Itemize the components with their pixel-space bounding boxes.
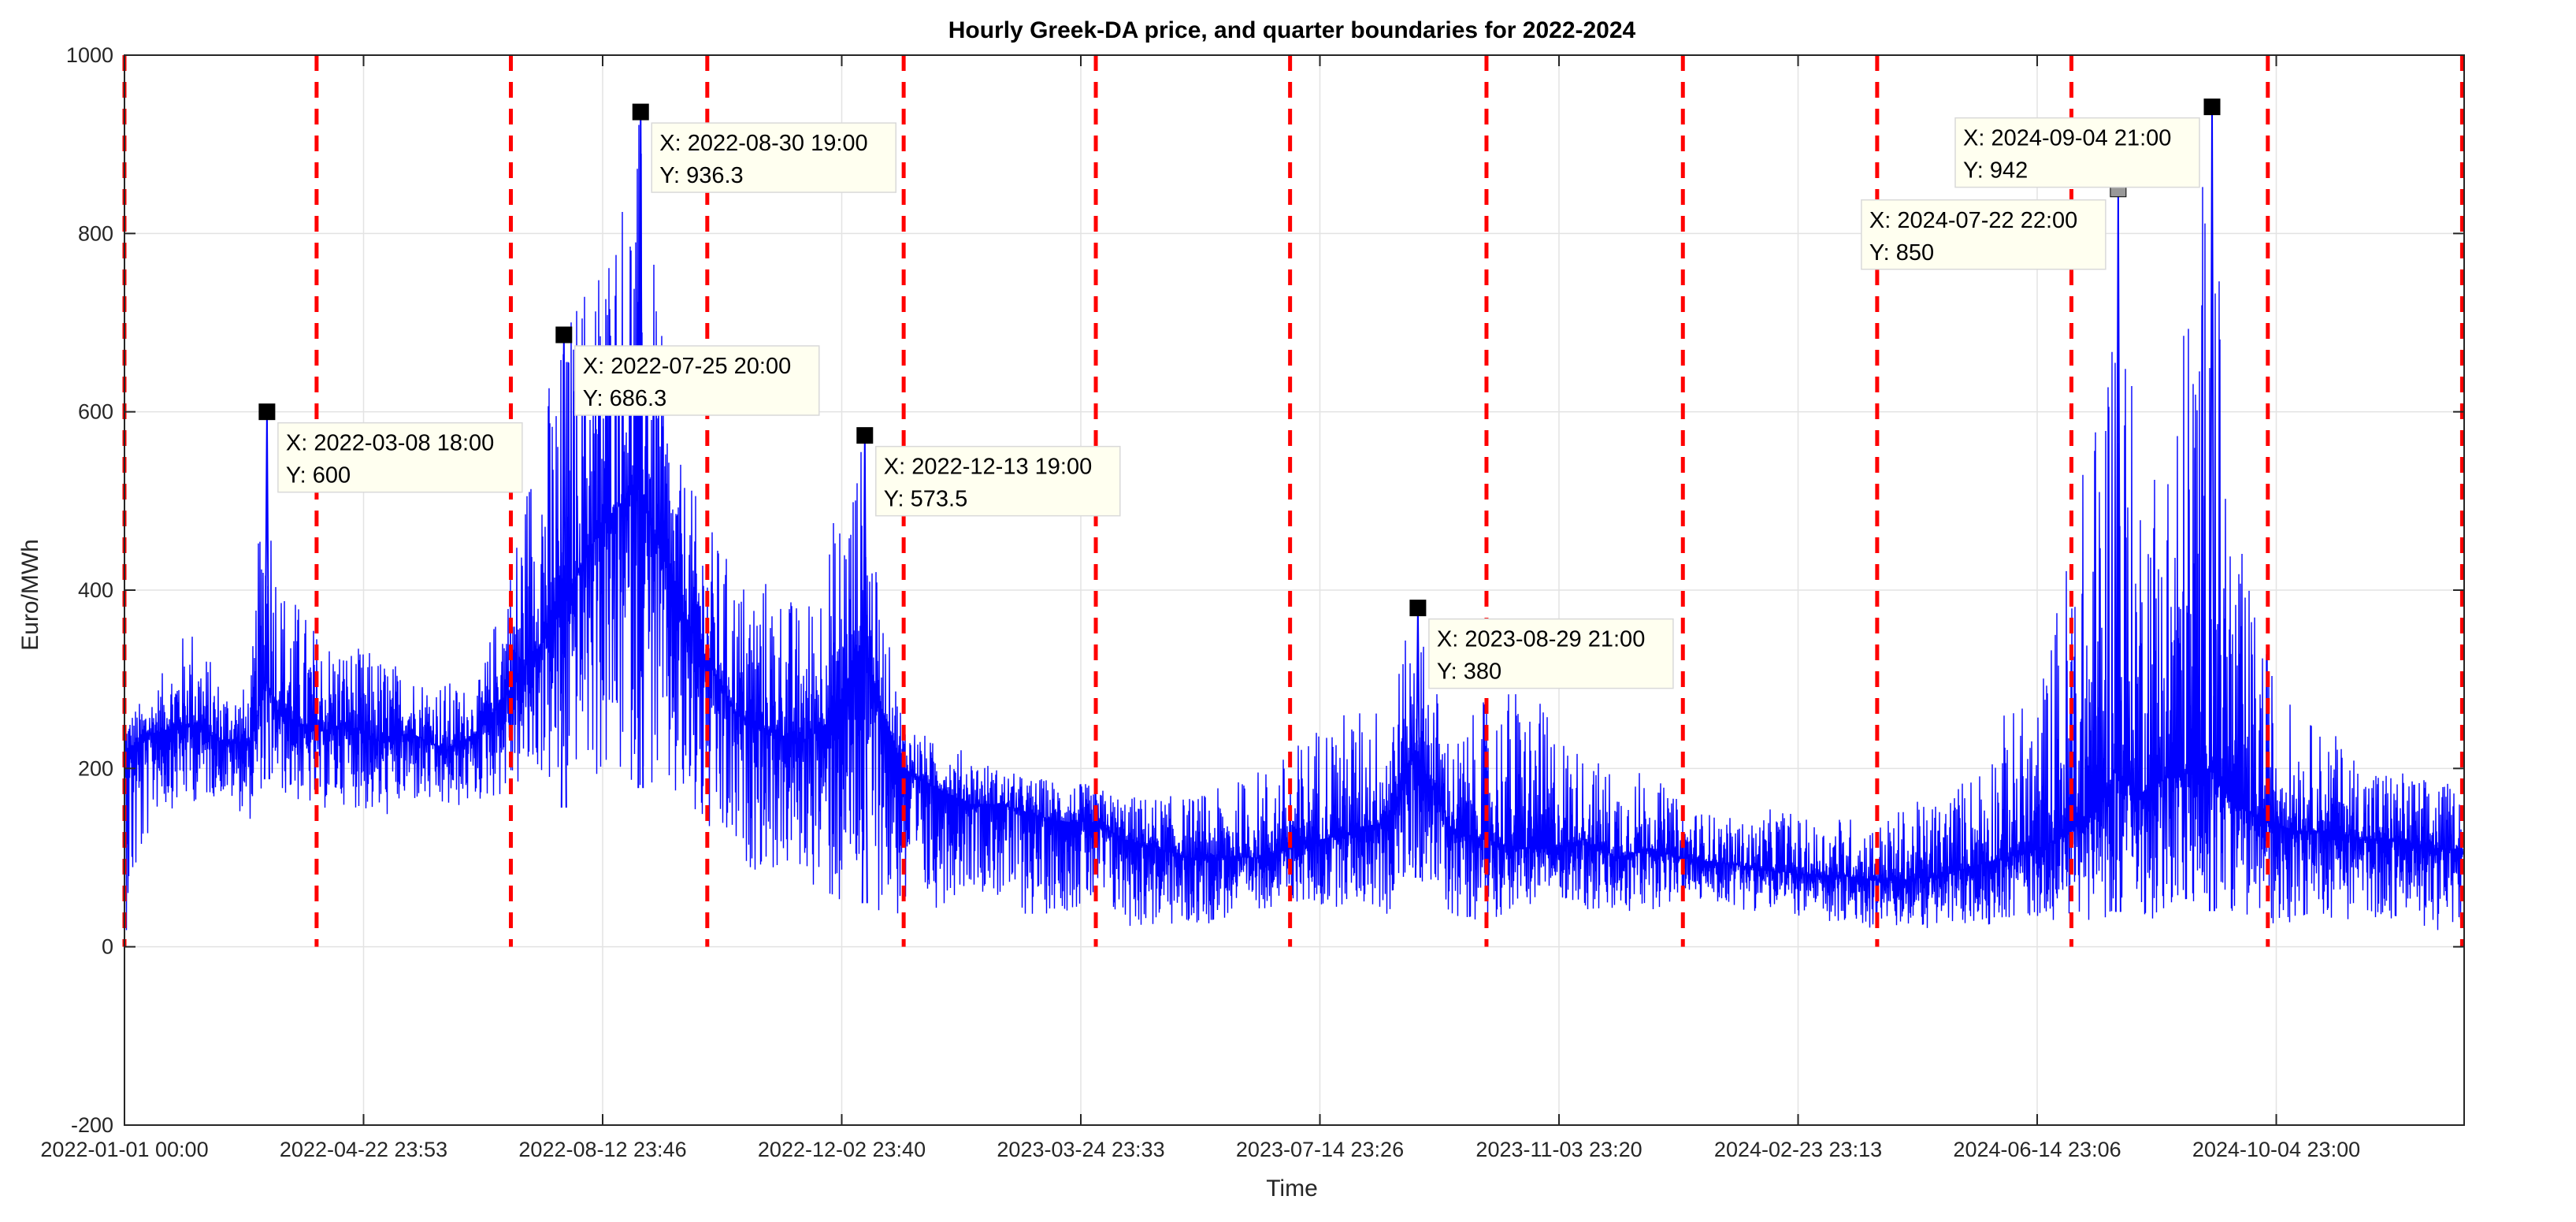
data-tip-y: Y: 380	[1437, 659, 1501, 685]
x-tick-label: 2022-12-02 23:40	[758, 1138, 926, 1161]
data-tip-box	[651, 122, 896, 193]
y-tick-label: 200	[78, 756, 113, 780]
x-tick-label: 2022-08-12 23:46	[518, 1138, 686, 1161]
x-tick-label: 2022-04-22 23:53	[280, 1138, 447, 1161]
data-tip-x: X: 2023-08-29 21:00	[1437, 627, 1645, 652]
data-tip-y: Y: 573.5	[884, 487, 967, 512]
data-tip: X: 2023-08-29 21:00 Y: 380	[1409, 600, 1674, 689]
x-tick-label: 2022-01-01 00:00	[40, 1138, 208, 1161]
data-tip: X: 2024-07-22 22:00 Y: 850	[1861, 180, 2127, 270]
data-tip-marker	[856, 427, 874, 444]
data-tip-marker	[1409, 600, 1427, 617]
data-tip-box	[1954, 117, 2200, 188]
data-tip-marker	[258, 403, 276, 421]
data-tip-x: X: 2024-09-04 21:00	[1963, 126, 2171, 151]
x-tick-label: 2024-10-04 23:00	[2192, 1138, 2360, 1161]
x-tick-label: 2023-03-24 23:33	[997, 1138, 1164, 1161]
data-tip-marker	[632, 103, 649, 121]
y-tick-label: 1000	[66, 43, 113, 67]
x-tick-label: 2024-06-14 23:06	[1953, 1138, 2121, 1161]
data-tip-marker	[2203, 98, 2221, 116]
data-tip-y: Y: 600	[286, 463, 351, 488]
data-tip: X: 2022-12-13 19:00 Y: 573.5	[856, 427, 1121, 517]
data-tip-box	[875, 445, 1121, 517]
data-tips: X: 2022-03-08 18:00 Y: 600 X: 2022-07-25 2…	[258, 98, 2221, 689]
x-tick-label: 2023-11-03 23:20	[1475, 1138, 1642, 1161]
data-tip-x: X: 2022-12-13 19:00	[884, 455, 1092, 480]
x-tick-label: 2024-02-23 23:13	[1714, 1138, 1882, 1161]
data-tip-x: X: 2022-07-25 20:00	[583, 354, 791, 379]
x-axis-label: Time	[1266, 1176, 1318, 1202]
data-tip-y: Y: 686.3	[583, 386, 666, 411]
y-tick-label: 600	[78, 400, 113, 424]
data-tip-box	[574, 345, 820, 416]
data-tip-marker	[555, 326, 573, 344]
data-tip-box	[277, 422, 523, 493]
grid-lines	[124, 54, 2464, 1126]
y-tick-label: 400	[78, 578, 113, 602]
data-tip-box	[1428, 618, 1674, 689]
chart-title: Hourly Greek-DA price, and quarter bound…	[948, 17, 1636, 43]
data-tip-y: Y: 942	[1963, 158, 2028, 184]
y-axis-label: Euro/MWh	[17, 539, 43, 651]
data-tip: X: 2024-09-04 21:00 Y: 942	[1954, 98, 2221, 188]
data-tip-x: X: 2022-08-30 19:00	[659, 131, 867, 156]
data-tip: X: 2022-08-30 19:00 Y: 936.3	[632, 103, 896, 193]
x-tick-label: 2023-07-14 23:26	[1236, 1138, 1404, 1161]
data-tip-x: X: 2024-07-22 22:00	[1869, 208, 2077, 233]
data-tip-box	[1861, 199, 2106, 270]
data-tip-x: X: 2022-03-08 18:00	[286, 431, 494, 456]
tick-labels: -200 0 200 400 600 800 1000 2022-01-01 00:00 202…	[40, 43, 2360, 1161]
data-tip: X: 2022-07-25 20:00 Y: 686.3	[555, 326, 820, 416]
y-tick-label: 0	[102, 935, 113, 959]
axes-frame	[124, 54, 2465, 1126]
y-tick-label: -200	[71, 1113, 113, 1137]
data-tip-y: Y: 936.3	[659, 163, 743, 188]
axes-box	[124, 54, 2465, 1126]
data-tip: X: 2022-03-08 18:00 Y: 600	[258, 403, 523, 493]
data-tip-y: Y: 850	[1869, 240, 1934, 266]
y-tick-label: 800	[78, 221, 113, 245]
